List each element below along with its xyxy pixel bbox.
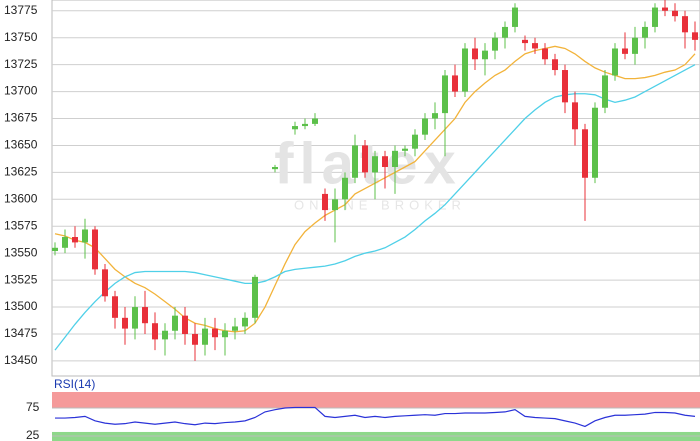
candle-body bbox=[172, 315, 178, 331]
candle-body bbox=[142, 307, 148, 324]
y-tick-label: 13500 bbox=[4, 299, 38, 313]
y-tick-label: 13750 bbox=[4, 30, 38, 44]
candle-body bbox=[462, 48, 468, 92]
y-tick-label: 13725 bbox=[4, 57, 38, 71]
rsi-tick-label: 25 bbox=[26, 428, 40, 441]
candle-body bbox=[382, 156, 388, 167]
candle-body bbox=[162, 330, 168, 340]
candle-body bbox=[612, 48, 618, 76]
candle-body bbox=[292, 126, 298, 130]
candle-body bbox=[492, 37, 498, 51]
candle-body bbox=[482, 50, 488, 60]
price-panel bbox=[51, 0, 700, 377]
y-tick-label: 13675 bbox=[4, 111, 38, 125]
candle-body bbox=[532, 43, 538, 49]
candle-body bbox=[182, 315, 188, 334]
candle-body bbox=[502, 26, 508, 38]
candle-body bbox=[362, 145, 368, 173]
candle-body bbox=[252, 276, 258, 318]
candle-body bbox=[62, 237, 68, 248]
candle-body bbox=[272, 166, 278, 170]
candle-body bbox=[322, 193, 328, 211]
y-tick-label: 13600 bbox=[4, 191, 38, 205]
candle-body bbox=[412, 134, 418, 149]
rsi-line bbox=[55, 406, 696, 428]
candle-body bbox=[132, 307, 138, 329]
candle-body bbox=[112, 296, 118, 318]
candle-body bbox=[552, 59, 558, 71]
candle-body bbox=[232, 326, 238, 331]
candle-body bbox=[642, 26, 648, 38]
y-tick-label: 13775 bbox=[4, 3, 38, 17]
candle-body bbox=[352, 145, 358, 178]
candle-body bbox=[152, 323, 158, 340]
candle-body bbox=[392, 150, 398, 167]
candle-body bbox=[672, 10, 678, 17]
candle-body bbox=[652, 7, 658, 27]
candle-body bbox=[582, 129, 588, 178]
candle-body bbox=[422, 118, 428, 135]
moving-average-line bbox=[54, 64, 696, 351]
y-tick-label: 13525 bbox=[4, 272, 38, 286]
candle-body bbox=[122, 317, 128, 329]
y-tick-label: 13575 bbox=[4, 218, 38, 232]
candle-body bbox=[192, 333, 198, 345]
candle-body bbox=[242, 317, 248, 327]
overbought-band bbox=[52, 392, 700, 408]
candle-body bbox=[512, 7, 518, 27]
candle-body bbox=[402, 148, 408, 151]
candle-body bbox=[432, 113, 438, 119]
candle-body bbox=[622, 48, 628, 54]
y-tick-label: 13550 bbox=[4, 245, 38, 259]
candle-body bbox=[542, 48, 548, 60]
candle-body bbox=[302, 123, 308, 127]
y-tick-label: 13700 bbox=[4, 84, 38, 98]
candle-body bbox=[662, 7, 668, 11]
candle-body bbox=[682, 16, 688, 33]
oversold-band bbox=[52, 431, 700, 441]
candle-body bbox=[602, 75, 608, 108]
candle-body bbox=[452, 75, 458, 92]
y-tick-label: 13650 bbox=[4, 138, 38, 152]
candle-body bbox=[372, 156, 378, 173]
candle-body bbox=[562, 70, 568, 103]
candle-body bbox=[442, 75, 448, 114]
candle-body bbox=[202, 328, 208, 345]
y-tick-label: 13475 bbox=[4, 326, 38, 340]
candle-body bbox=[212, 328, 218, 338]
candle-body bbox=[592, 107, 598, 178]
y-tick-label: 13625 bbox=[4, 165, 38, 179]
candle-body bbox=[342, 177, 348, 200]
rsi-label: RSI(14) bbox=[54, 377, 95, 391]
rsi-tick-label: 75 bbox=[26, 400, 40, 414]
y-tick-label: 13450 bbox=[4, 353, 38, 367]
watermark-subtitle: ONLINE BROKER bbox=[294, 197, 466, 212]
candle-body bbox=[632, 37, 638, 54]
candle-body bbox=[222, 330, 228, 338]
candle-body bbox=[92, 229, 98, 270]
candle-body bbox=[472, 48, 478, 60]
candle-body bbox=[332, 199, 338, 211]
candle-body bbox=[572, 102, 578, 130]
candle-body bbox=[692, 32, 698, 40]
candle-body bbox=[312, 118, 318, 124]
candle-body bbox=[102, 269, 108, 297]
candle-body bbox=[72, 237, 78, 243]
candle-body bbox=[52, 247, 58, 252]
candle-body bbox=[82, 229, 88, 243]
candle-body bbox=[522, 39, 528, 44]
